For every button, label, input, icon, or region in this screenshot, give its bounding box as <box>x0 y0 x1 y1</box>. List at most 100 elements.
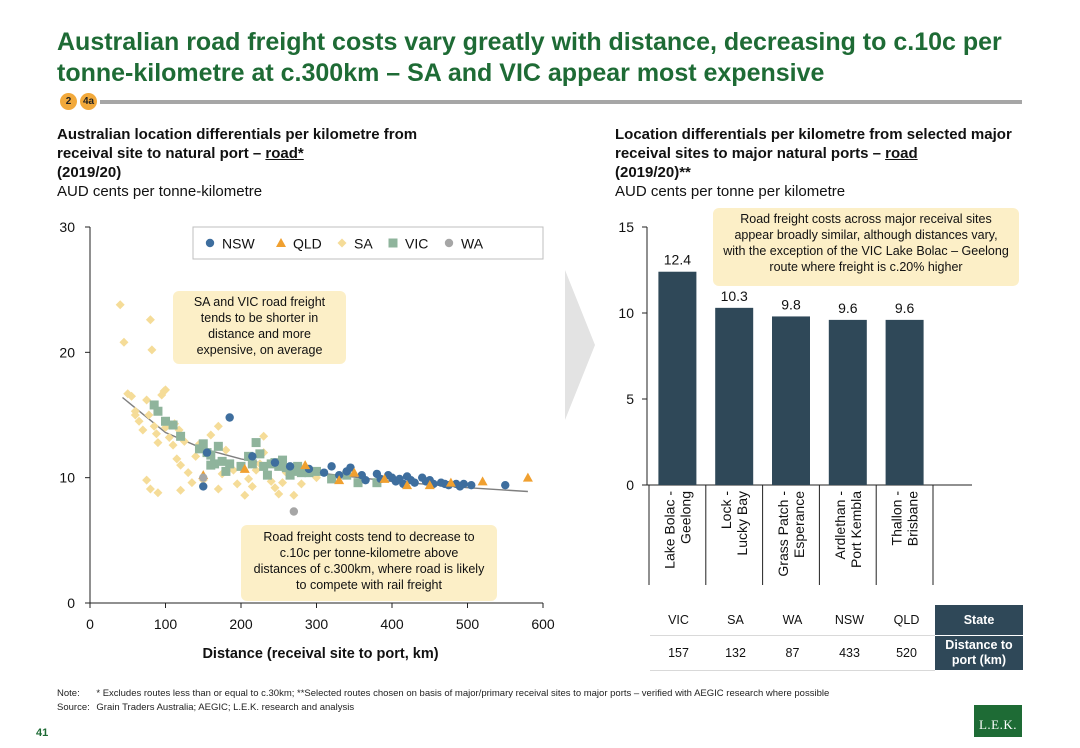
state-cell-4: NSW <box>821 605 878 636</box>
point-sa <box>176 460 186 470</box>
point-nsw <box>334 470 344 480</box>
page-number: 41 <box>36 727 49 739</box>
left-chart-units: AUD cents per tonne-kilometre <box>57 183 263 200</box>
bar-value-label: 10.3 <box>721 288 748 304</box>
point-vic <box>372 478 382 488</box>
bar-category-label-line-2: Geelong <box>677 491 693 544</box>
point-qld <box>445 477 456 487</box>
callout-sa-vic: SA and VIC road freight tends to be shor… <box>173 291 346 364</box>
bar-category-label-text: Lock -Lucky Bay <box>718 491 750 556</box>
point-vic <box>176 431 186 441</box>
point-sa <box>247 481 257 491</box>
bar-category-label-line-1: Lock - <box>718 491 734 529</box>
point-sa <box>176 485 186 495</box>
point-nsw <box>199 482 208 491</box>
point-sa <box>161 423 170 433</box>
point-sa <box>149 421 159 431</box>
distance-cell-4: 433 <box>821 635 878 671</box>
bar-category-label: Ardlethan -Port Kembla <box>832 491 864 568</box>
right-chart-header: Location differentials per kilometre fro… <box>615 125 1025 201</box>
left-chart-header: Australian location differentials per ki… <box>57 125 477 201</box>
y-tick-label: 0 <box>67 595 75 611</box>
distance-header: Distance to port (km) <box>935 635 1023 671</box>
right-chart-title-text: Location differentials per kilometre fro… <box>615 126 1012 162</box>
point-wa <box>199 473 208 482</box>
table-row-state: VIC SA WA NSW QLD State <box>650 605 1023 636</box>
x-tick-label: 100 <box>154 616 178 632</box>
bar-category-label: Thallon -Brisbane <box>889 491 921 547</box>
point-qld <box>334 475 345 485</box>
point-sa <box>168 440 178 450</box>
point-sa <box>244 474 254 484</box>
point-vic <box>274 461 284 471</box>
bar <box>658 271 697 485</box>
right-chart-units: AUD cents per tonne per kilometre <box>615 183 846 200</box>
distance-cell-1: 157 <box>650 635 707 671</box>
point-nsw <box>270 458 280 467</box>
point-nsw <box>285 462 295 471</box>
bar-category-label-line-1: Grass Patch - <box>775 491 791 577</box>
point-nsw <box>346 463 355 472</box>
bar-category-label-line-2: Brisbane <box>905 491 921 546</box>
right-chart-title-underlined: road <box>885 145 918 162</box>
bar-category-label: Grass Patch -Esperance <box>775 491 807 577</box>
point-sa <box>278 478 288 488</box>
state-cell-2: SA <box>707 605 764 636</box>
bar-category-label-text: Thallon -Brisbane <box>889 491 921 547</box>
left-chart-title-underlined: road* <box>265 145 304 162</box>
state-header: State <box>935 605 1023 636</box>
point-sa <box>259 431 269 441</box>
bar <box>885 319 924 485</box>
state-cell-5: QLD <box>878 605 935 636</box>
legend-label-wa: WA <box>461 236 484 252</box>
bar-category-label: Lake Bolac -Geelong <box>661 491 693 569</box>
section-badge-4a: 4a <box>80 93 97 110</box>
bar-category-label-line-1: Thallon - <box>889 491 905 546</box>
point-sa <box>221 445 231 455</box>
bar-value-label: 9.8 <box>781 296 801 312</box>
point-nsw <box>459 479 468 489</box>
bar-category-label-text: Ardlethan -Port Kembla <box>832 491 864 568</box>
lek-logo: L.E.K. <box>974 705 1022 737</box>
point-sa <box>144 410 154 420</box>
right-chart-title: Location differentials per kilometre fro… <box>615 125 1025 163</box>
point-qld <box>477 476 488 486</box>
note-text: * Excludes routes less than or equal to … <box>96 688 830 699</box>
legend-marker-qld <box>276 238 286 247</box>
point-sa <box>164 433 174 443</box>
bar <box>715 307 754 485</box>
legend-marker-vic <box>388 238 398 248</box>
y-tick-label: 30 <box>59 219 75 235</box>
point-nsw <box>467 480 476 490</box>
bar-value-label: 9.6 <box>895 300 915 316</box>
bar-category-label-text: Grass Patch -Esperance <box>775 491 807 577</box>
y-tick-label: 20 <box>59 344 75 360</box>
point-vic <box>353 478 363 488</box>
point-nsw <box>248 452 257 461</box>
point-sa <box>147 345 157 355</box>
point-sa <box>232 479 242 489</box>
source-line: Source: Grain Traders Australia; AEGIC; … <box>57 702 977 713</box>
legend-label-qld: QLD <box>293 236 322 252</box>
point-vic <box>206 460 216 470</box>
point-sa <box>138 425 148 435</box>
point-qld <box>239 463 250 473</box>
bar-category-label-line-2: Esperance <box>791 491 807 558</box>
point-vic <box>194 444 204 454</box>
table-row-distance: 157 132 87 433 520 Distance to port (km) <box>650 635 1023 671</box>
point-vic <box>225 459 235 469</box>
point-sa <box>289 490 299 500</box>
point-vic <box>296 468 306 478</box>
point-qld <box>424 480 435 490</box>
section-badge-2: 2 <box>60 93 77 110</box>
left-chart-year: (2019/20) <box>57 164 122 181</box>
bar-y-tick-label: 15 <box>618 219 634 235</box>
point-vic <box>285 470 295 480</box>
point-sa <box>151 429 161 439</box>
point-vic <box>168 420 178 430</box>
point-sa <box>130 410 140 420</box>
point-vic <box>221 466 231 476</box>
point-vic <box>217 456 227 466</box>
